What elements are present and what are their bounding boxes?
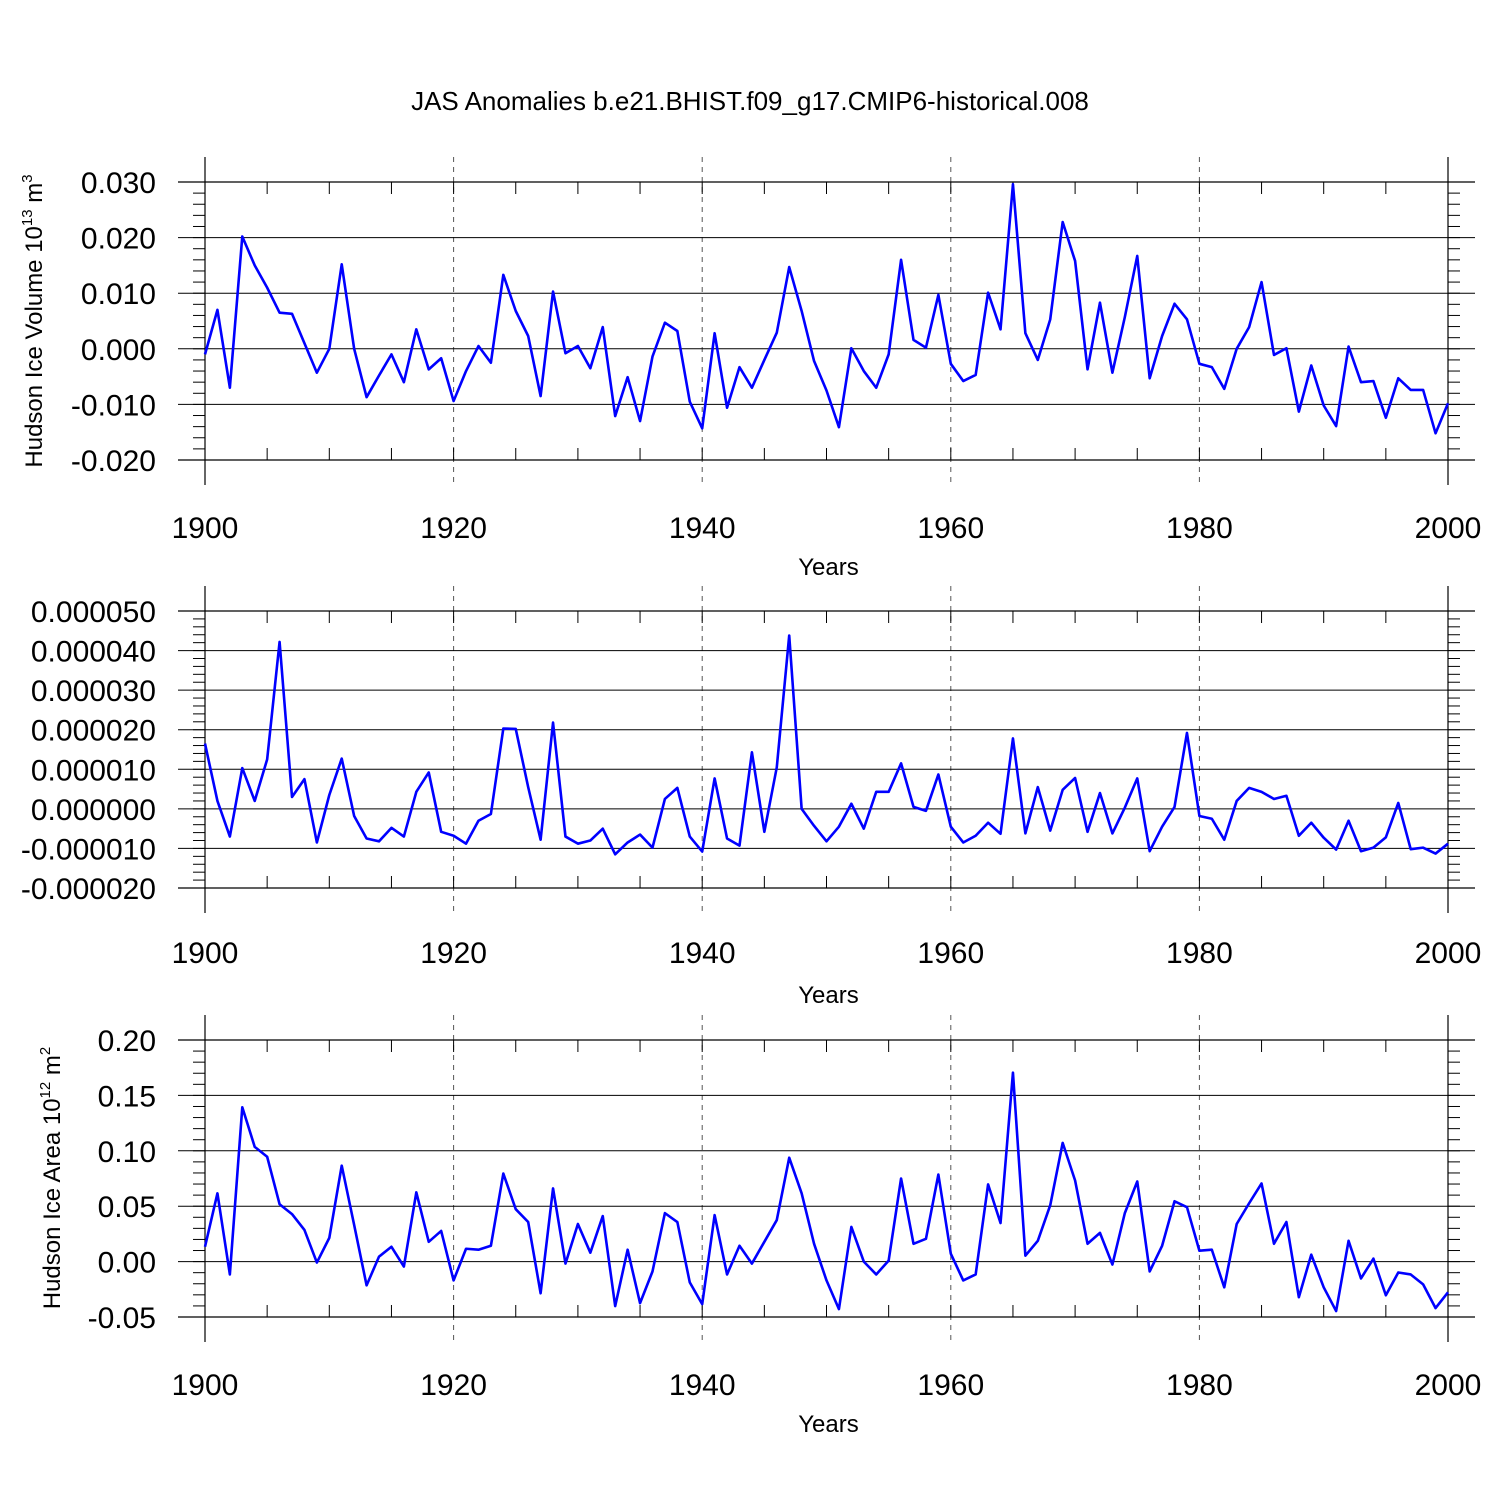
x-tick-label: 1920 (420, 1369, 487, 1402)
x-tick-label: 1960 (917, 1369, 984, 1402)
x-axis-label: Years (798, 982, 859, 1009)
y-tick-label: -0.000010 (21, 833, 156, 866)
x-axis-label: Years (798, 554, 859, 581)
x-tick-label: 1900 (172, 512, 239, 545)
series-line (203, 182, 1450, 435)
y-tick-label: 0.000010 (31, 754, 156, 787)
x-tick-label: 1940 (669, 512, 736, 545)
y-tick-label: 0.010 (81, 278, 156, 311)
y-axis-label-part: m (21, 183, 48, 210)
x-tick-label: 1980 (1166, 1369, 1233, 1402)
x-tick-label: 1960 (917, 937, 984, 970)
y-tick-label: -0.000020 (21, 873, 156, 906)
y-axis-label-part: 12 (37, 1082, 54, 1099)
y-axis-label-part: m (39, 1055, 66, 1082)
panel-2: -0.000020 -0.000010 0.000000 0.000010 0.0000… (21, 586, 1482, 1009)
y-tick-label: 0.000050 (31, 596, 156, 629)
y-tick-label: 0.10 (98, 1136, 156, 1169)
panel-1: -0.020 -0.010 0.000 0.010 0.020 0.030 1900 1920… (19, 157, 1481, 581)
y-tick-label: -0.010 (71, 389, 156, 422)
x-tick-label: 1940 (669, 1369, 736, 1402)
y-axis-label-part: 2 (37, 1047, 54, 1055)
x-tick-label: 1920 (420, 512, 487, 545)
y-tick-label: 0.000000 (31, 794, 156, 827)
y-axis-label-part: Hudson Ice Volume 10 (21, 226, 48, 468)
y-tick-label: 0.15 (98, 1080, 156, 1113)
y-tick-label: 0.030 (81, 167, 156, 200)
x-tick-label: 2000 (1415, 937, 1482, 970)
y-tick-label: 0.000 (81, 334, 156, 367)
y-tick-label: 0.05 (98, 1191, 156, 1224)
y-axis-label-part: Hudson Ice Area 10 (39, 1098, 66, 1309)
x-tick-label: 1940 (669, 937, 736, 970)
y-axis-label: Hudson Ice Area 1012 m2 (37, 1047, 66, 1310)
x-tick-label: 1980 (1166, 937, 1233, 970)
series-line (203, 634, 1449, 856)
y-axis-label: Hudson Ice Volume 1013 m3 (19, 174, 48, 467)
y-tick-label: 0.000030 (31, 675, 156, 708)
y-tick-label: 0.000020 (31, 715, 156, 748)
x-tick-label: 1900 (172, 937, 239, 970)
y-tick-label: 0.20 (98, 1025, 156, 1058)
y-axis-label-part: 13 (19, 209, 36, 226)
y-tick-label: 0.020 (81, 223, 156, 256)
x-tick-label: 1900 (172, 1369, 239, 1402)
x-axis-label: Years (798, 1411, 859, 1438)
y-tick-label: -0.020 (71, 445, 156, 478)
series-line (203, 1071, 1450, 1313)
y-tick-label: 0.00 (98, 1247, 156, 1280)
x-tick-label: 1920 (420, 937, 487, 970)
x-tick-label: 1960 (917, 512, 984, 545)
chart-title: JAS Anomalies b.e21.BHIST.f09_g17.CMIP6-… (411, 86, 1089, 116)
y-axis-label-part: 3 (19, 174, 36, 182)
panels-group: -0.020 -0.010 0.000 0.010 0.020 0.030 1900 1920… (19, 157, 1481, 1438)
panel-3: -0.05 0.00 0.05 0.10 0.15 0.20 1900 1920 1940 196… (37, 1015, 1481, 1438)
y-tick-label: 0.000040 (31, 636, 156, 669)
y-tick-label: -0.05 (88, 1302, 156, 1335)
x-tick-label: 2000 (1415, 1369, 1482, 1402)
x-tick-label: 1980 (1166, 512, 1233, 545)
x-tick-label: 2000 (1415, 512, 1482, 545)
